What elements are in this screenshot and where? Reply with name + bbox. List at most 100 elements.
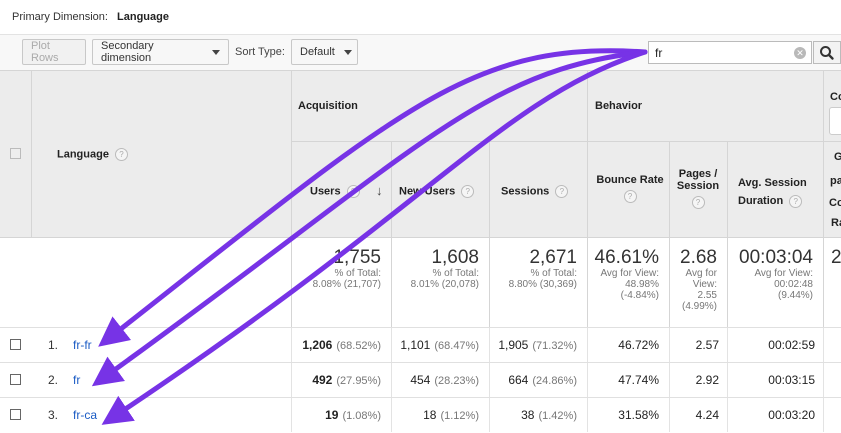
sessions-column-header[interactable]: Sessions? [501,185,569,198]
plot-rows-button[interactable]: Plot Rows [22,39,86,65]
total-new-users-sub1: % of Total: [432,268,479,279]
sort-arrow-down-icon: ↓ [376,183,383,198]
users-pct: (1.08%) [342,410,381,422]
magnifier-icon [820,46,834,60]
total-partial: 2 [831,248,841,268]
language-header-label: Language [57,148,109,161]
primary-dimension-label: Primary Dimension: [12,11,108,23]
bounce-cell: 46.72% [618,338,659,352]
acquisition-group-header: Acquisition [298,100,358,112]
duration-cell: 00:02:59 [768,338,815,352]
table-row: 1. fr-fr 1,206 (68.52%) 1,101 (68.47%) 1,9… [0,327,841,362]
total-duration-sub3: (9.44%) [777,290,813,301]
row-checkbox[interactable] [10,339,21,350]
sort-type-dropdown[interactable]: Default [291,39,358,65]
bounce-cell: 47.74% [618,373,659,387]
new-users-pct: (68.47%) [434,340,479,352]
help-icon[interactable]: ? [555,185,569,198]
row-checkbox[interactable] [10,409,21,420]
language-link[interactable]: fr-ca [73,408,97,422]
table-header: Language? Acquisition Behavior Co Users?… [0,70,841,238]
help-icon[interactable]: ? [623,190,637,203]
users-pct: (68.52%) [336,340,381,352]
users-cell: 19 (1.08%) [325,408,381,422]
sessions-header-label: Sessions [501,185,550,198]
row-checkbox[interactable] [10,374,21,385]
chevron-down-icon [212,49,220,55]
search-button[interactable] [813,41,841,64]
sessions-value: 664 [508,373,529,387]
total-duration-sub2: 00:02:48 [774,279,813,290]
bounce-rate-header-label: Bounce Rate [596,174,664,186]
total-pages-sub1: Avg for [685,268,718,279]
new-users-cell: 454 (28.23%) [410,373,479,387]
conversions-group-header: Co [830,91,841,103]
total-sessions-value: 2,671 [529,247,577,268]
new-users-cell: 1,101 (68.47%) [400,338,479,352]
language-column-header[interactable]: Language? [57,148,128,161]
help-icon[interactable]: ? [789,194,803,208]
primary-dimension-value[interactable]: Language [117,11,169,23]
total-pages-value: 2.68 [680,247,717,268]
total-bounce-sub2: 48.98% [625,279,659,290]
search-input[interactable]: fr ✕ [648,41,812,64]
new-users-value: 1,101 [400,338,431,352]
sessions-value: 38 [521,408,535,422]
users-value: 1,206 [302,338,333,352]
total-new-users: 1,608 % of Total: 8.01% (20,078) [410,247,479,291]
users-value: 19 [325,408,339,422]
partial-header-3: Co [829,197,841,209]
users-header-label: Users [310,185,341,198]
bounce-rate-column-header[interactable]: Bounce Rate? [596,174,664,203]
language-link[interactable]: fr [73,373,81,387]
avg-session-column-header[interactable]: Avg. Session Duration? [738,174,816,210]
total-duration-value: 00:03:04 [739,247,813,268]
pages-cell: 4.24 [695,408,719,422]
conversions-dropdown[interactable] [829,107,841,135]
total-users: 1,755 % of Total: 8.08% (21,707) [313,248,381,291]
row-number: 3. [48,408,59,422]
partial-header-1: G [834,151,841,163]
total-sessions-sub1: % of Total: [530,268,577,279]
sessions-pct: (24.86%) [532,375,577,387]
new-users-column-header[interactable]: New Users? [399,185,475,198]
secondary-dimension-dropdown[interactable]: Secondary dimension [92,39,229,65]
select-all-checkbox[interactable] [10,148,21,159]
total-pages-sub2: View: [692,279,717,290]
pages-cell: 2.57 [695,338,719,352]
total-avg-session: 00:03:04 Avg for View: 00:02:48 (9.44%) [739,247,813,302]
data-table: Language? Acquisition Behavior Co Users?… [0,70,841,433]
help-icon[interactable]: ? [691,196,705,209]
users-column-header[interactable]: Users? ↓ [310,183,383,198]
total-users-sub1: % of Total: [334,268,381,279]
help-icon[interactable]: ? [114,148,128,161]
chevron-down-icon [343,49,352,55]
bounce-cell: 31.58% [618,408,659,422]
sort-type-value: Default [300,46,335,58]
table-row: 2. fr 492 (27.95%) 454 (28.23%) 664 (24.86%… [0,362,841,397]
total-bounce-value: 46.61% [594,247,659,268]
total-new-users-sub2: 8.01% (20,078) [410,279,479,290]
new-users-cell: 18 (1.12%) [423,408,479,422]
sessions-cell: 38 (1.42%) [521,408,577,422]
avg-session-header-label: Avg. Session Duration [738,177,807,207]
sessions-value: 1,905 [498,338,529,352]
pages-session-column-header[interactable]: Pages / Session? [674,168,722,209]
language-link[interactable]: fr-fr [73,338,92,352]
sessions-pct: (71.32%) [532,340,577,352]
sessions-cell: 1,905 (71.32%) [498,338,577,352]
total-bounce-sub1: Avg for View: [600,268,659,279]
users-pct: (27.95%) [336,375,381,387]
sessions-cell: 664 (24.86%) [508,373,577,387]
new-users-header-label: New Users [399,185,456,198]
duration-cell: 00:03:20 [768,408,815,422]
help-icon[interactable]: ? [346,185,360,198]
sort-type-label: Sort Type: [235,46,285,58]
total-sessions-sub2: 8.80% (30,369) [508,279,577,290]
total-sessions: 2,671 % of Total: 8.80% (30,369) [508,247,577,291]
users-value: 492 [312,373,333,387]
clear-x-icon[interactable]: ✕ [794,47,806,59]
total-partial-value: 2 [831,247,841,268]
total-new-users-value: 1,608 [431,247,479,268]
help-icon[interactable]: ? [461,185,475,198]
